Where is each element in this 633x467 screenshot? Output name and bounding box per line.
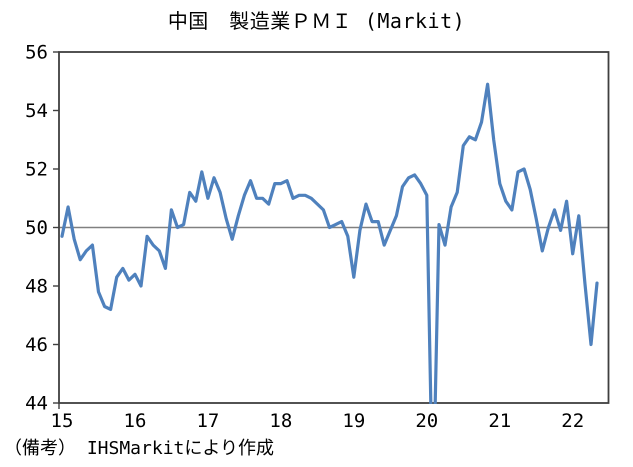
y-axis: 56 54 52 50 48 46 44 xyxy=(25,42,59,415)
x-tick-label: 22 xyxy=(561,410,584,432)
x-tick-label: 17 xyxy=(196,410,219,432)
y-tick-label: 48 xyxy=(25,276,48,298)
x-tick-label: 15 xyxy=(51,410,74,432)
source-footnote: （備考） IHSMarkitにより作成 xyxy=(4,438,275,459)
x-tick-label: 19 xyxy=(342,410,365,432)
y-tick-label: 54 xyxy=(25,100,48,122)
y-tick-label: 56 xyxy=(25,42,48,64)
pmi-series-line xyxy=(60,82,599,404)
y-tick-label: 44 xyxy=(25,393,48,415)
chart-title: 中国 製造業ＰＭＩ (Markit) xyxy=(167,9,466,33)
x-tick-label: 16 xyxy=(124,410,147,432)
y-tick-label: 52 xyxy=(25,159,48,181)
x-axis: 15 16 17 18 19 20 21 22 xyxy=(51,410,585,432)
y-tick-label: 50 xyxy=(25,217,48,239)
x-tick-label: 21 xyxy=(488,410,511,432)
x-tick-label: 18 xyxy=(269,410,292,432)
x-tick-label: 20 xyxy=(415,410,438,432)
y-tick-label: 46 xyxy=(25,334,48,356)
